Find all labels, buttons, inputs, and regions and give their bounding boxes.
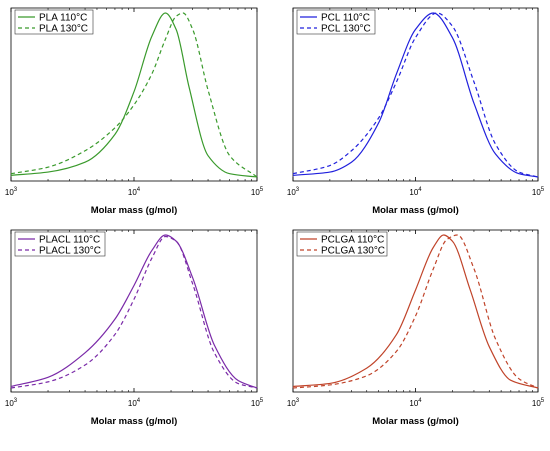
- series-line-2: [10, 12, 258, 178]
- x-tick-label: 105: [532, 187, 545, 197]
- legend-entry: PLA 130°C: [39, 24, 88, 35]
- chart-panel-1: 103 104 105 Molar mass (g/mol) PLA 110°CPLA …: [5, 7, 264, 216]
- series-line-2: [10, 235, 258, 389]
- chart-panel-4: 103 104 105 Molar mass (g/mol) PCLGA 110°CPC…: [287, 229, 545, 427]
- chart-panel-3: 103 104 105 Molar mass (g/mol) PLACL 110°CPL…: [5, 229, 264, 427]
- x-tick-label: 104: [128, 398, 141, 408]
- x-tick-label: 104: [409, 187, 422, 197]
- x-tick-label: 105: [251, 187, 264, 197]
- legend-entry: PCL 130°C: [321, 24, 371, 35]
- legend-entry: PLACL 110°C: [39, 235, 100, 246]
- x-tick-label: 104: [409, 398, 422, 408]
- series-line-1: [10, 234, 258, 389]
- legend-entry: PLA 110°C: [39, 13, 87, 24]
- legend-box: [296, 231, 388, 257]
- x-axis-label: Molar mass (g/mol): [91, 416, 178, 427]
- legend-box: [14, 9, 94, 35]
- x-tick-label: 103: [287, 187, 300, 197]
- series-line-2: [292, 12, 539, 178]
- x-tick-label: 105: [532, 398, 545, 408]
- legend-entry: PCLGA 130°C: [321, 246, 385, 257]
- x-tick-label: 103: [5, 398, 18, 408]
- x-tick-label: 104: [128, 187, 141, 197]
- series-line-1: [292, 12, 539, 178]
- legend-entry: PCL 110°C: [321, 13, 370, 24]
- x-axis-label: Molar mass (g/mol): [372, 205, 459, 216]
- chart-panel-2: 103 104 105 Molar mass (g/mol) PCL 110°CPCL …: [287, 7, 545, 216]
- x-tick-label: 103: [5, 187, 18, 197]
- legend-entry: PCLGA 110°C: [321, 235, 384, 246]
- legend-box: [14, 231, 106, 257]
- series-line-2: [292, 234, 539, 389]
- series-line-1: [10, 12, 258, 178]
- x-tick-label: 105: [251, 398, 264, 408]
- legend-box: [296, 9, 376, 35]
- x-tick-label: 103: [287, 398, 300, 408]
- series-line-1: [292, 234, 539, 389]
- legend-entry: PLACL 130°C: [39, 246, 101, 257]
- x-axis-label: Molar mass (g/mol): [372, 416, 459, 427]
- x-axis-label: Molar mass (g/mol): [91, 205, 178, 216]
